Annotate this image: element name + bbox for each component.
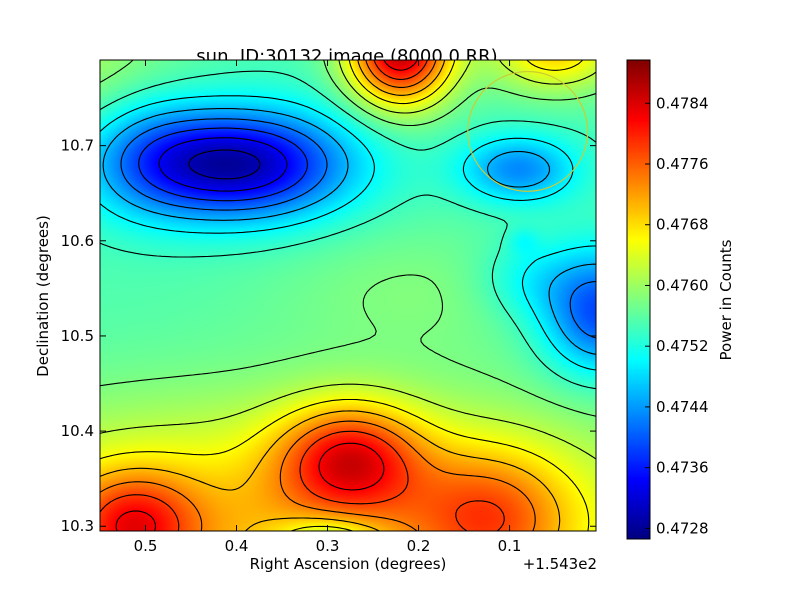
contour-line-4 <box>102 108 596 355</box>
y-tick-label-3: 10.6 <box>61 232 94 250</box>
x-tick-label-0: 0.5 <box>134 537 158 555</box>
contour-lines <box>100 60 596 531</box>
x-axis-offset-label: +1.543e2 <box>523 555 597 573</box>
colorbar-tick-label-7: 0.4784 <box>656 94 709 112</box>
colorbar-tick-label-2: 0.4744 <box>656 398 709 416</box>
colorbar-ticks: 0.4728 0.4736 0.4744 0.4752 0.4760 0.4768 0.47… <box>645 94 709 537</box>
x-axis: 0.5 0.4 0.3 0.2 0.1 <box>134 60 522 555</box>
colorbar-tick-label-6: 0.4776 <box>656 155 709 173</box>
contour-line-1 <box>158 137 288 192</box>
x-tick-label-2: 0.3 <box>316 537 340 555</box>
contour-line-11 <box>100 60 536 531</box>
contour-line-6 <box>100 70 596 390</box>
contour-line-13 <box>115 60 418 531</box>
colorbar-frame <box>626 59 651 540</box>
x-axis-label: Right Ascension (degrees) <box>250 555 447 573</box>
contour-line-9 <box>100 60 590 531</box>
colorbar-tick-label-5: 0.4768 <box>656 216 709 234</box>
contour-line-10 <box>100 60 561 531</box>
contour-line-0 <box>188 149 261 180</box>
annotation-circle <box>467 70 589 192</box>
y-tick-label-1: 10.4 <box>61 422 94 440</box>
y-tick-label-4: 10.7 <box>61 137 94 155</box>
contour-line-7 <box>100 60 596 417</box>
y-axis: 10.3 10.4 10.5 10.6 10.7 <box>61 137 596 535</box>
colorbar-tick-label-4: 0.4760 <box>656 276 709 294</box>
colorbar-gradient <box>627 60 650 539</box>
contour-line-2 <box>138 127 308 202</box>
contour-line-5 <box>100 95 596 371</box>
colorbar-tick-label-0: 0.4728 <box>656 519 709 537</box>
x-tick-label-3: 0.2 <box>407 537 431 555</box>
colorbar-tick-label-1: 0.4736 <box>656 459 709 477</box>
contour-line-12 <box>100 60 505 531</box>
colorbar: 0.4728 0.4736 0.4744 0.4752 0.4760 0.4768 0.47… <box>626 59 735 540</box>
contour-line-3 <box>120 118 596 339</box>
plot-frame <box>99 59 597 532</box>
y-tick-label-2: 10.5 <box>61 327 94 345</box>
x-tick-label-4: 0.1 <box>498 537 522 555</box>
colorbar-label: Power in Counts <box>717 239 735 360</box>
colorbar-tick-label-3: 0.4752 <box>656 337 709 355</box>
plot-area <box>99 59 597 532</box>
y-axis-label: Declination (degrees) <box>34 215 52 377</box>
y-tick-label-0: 10.3 <box>61 517 94 535</box>
x-tick-label-1: 0.4 <box>225 537 249 555</box>
